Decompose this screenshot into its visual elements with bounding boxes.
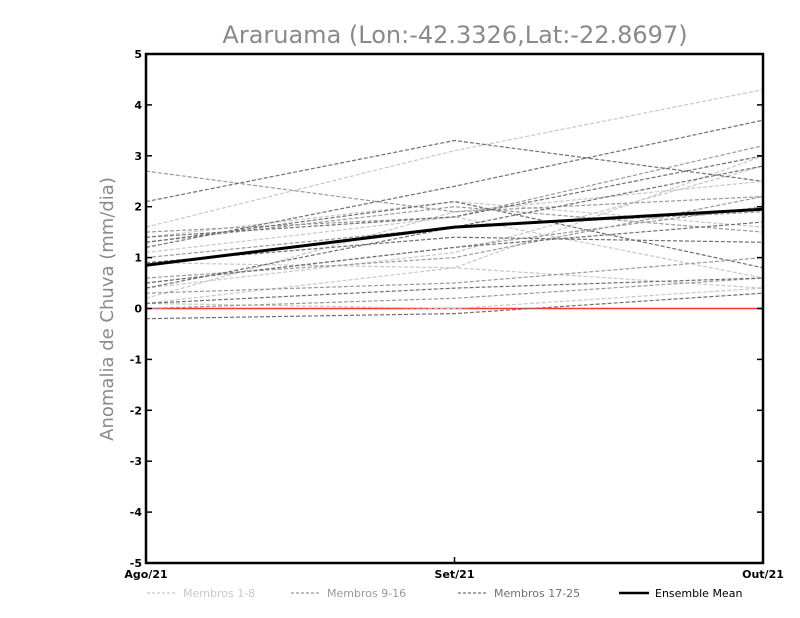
legend-label: Ensemble Mean	[655, 587, 742, 600]
member-line-group3-2	[145, 119, 764, 248]
y-tick-label: -3	[130, 455, 142, 468]
member-line-group3-6	[145, 155, 764, 238]
chart-title: Araruama (Lon:-42.3326,Lat:-22.8697)	[222, 21, 687, 49]
member-line-group2-7	[145, 170, 764, 213]
member-line-group1-7	[145, 200, 764, 238]
x-tick-label: Ago/21	[124, 568, 167, 581]
y-tick-label: 2	[134, 201, 142, 214]
member-line-group3-7	[145, 292, 764, 320]
member-line-group3-5	[145, 221, 764, 284]
y-axis-label: Anomalia de Chuva (mm/dia)	[97, 177, 118, 441]
member-line-group2-6	[145, 257, 764, 294]
y-tick-label: 1	[134, 252, 142, 265]
legend-label: Membros 9-16	[327, 587, 406, 600]
member-line-group3-9	[145, 236, 764, 264]
member-line-group1-4	[145, 216, 764, 279]
legend-label: Membros 1-8	[183, 587, 255, 600]
y-tick-label: 4	[134, 99, 142, 112]
member-line-group1-2	[145, 155, 764, 304]
x-tick-label: Set/21	[435, 568, 475, 581]
ensemble-mean-group	[145, 207, 764, 267]
y-tick-label: 5	[134, 48, 142, 61]
ensemble-members	[145, 89, 764, 320]
member-line-group3-1	[145, 139, 764, 203]
y-tick-label: -1	[130, 353, 142, 366]
y-tick-label: -2	[130, 404, 142, 417]
y-tick-label: -4	[130, 506, 143, 519]
member-line-group2-8	[145, 277, 764, 310]
y-tick-label: 3	[134, 150, 142, 163]
member-line-group2-5	[145, 211, 764, 259]
ensemble-mean-line	[145, 207, 764, 267]
member-line-group1-1	[145, 89, 764, 228]
member-line-group3-4	[145, 200, 764, 269]
legend: Membros 1-8 Membros 9-16 Membros 17-25 Ense…	[147, 587, 742, 600]
y-tick-label: -5	[130, 557, 142, 570]
member-line-group1-6	[145, 262, 764, 289]
member-line-group3-8	[145, 277, 764, 304]
member-line-group1-3	[145, 180, 764, 299]
x-tick-label: Out/21	[742, 568, 784, 581]
y-tick-label: 0	[134, 303, 142, 316]
legend-label: Membros 17-25	[494, 587, 580, 600]
member-line-group1-5	[145, 165, 764, 289]
